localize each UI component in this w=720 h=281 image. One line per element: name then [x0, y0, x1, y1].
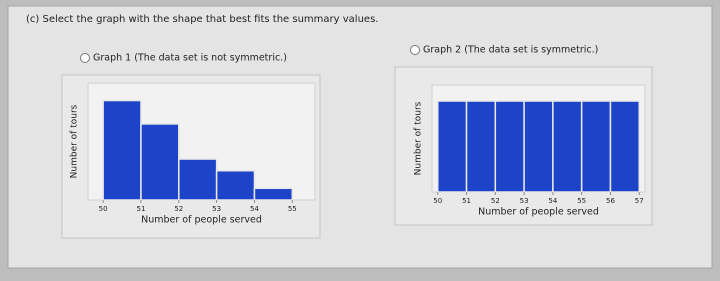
- bar: [178, 158, 218, 201]
- bar: [437, 100, 468, 193]
- bar: [253, 187, 294, 201]
- bar: [523, 100, 554, 193]
- x-tick-label: 57: [635, 197, 644, 205]
- bar: [140, 123, 180, 201]
- x-axis-label: Number of people served: [141, 215, 262, 226]
- x-tick-label: 51: [137, 205, 146, 213]
- chart-title[interactable]: Graph 1 (The data set is not symmetric.): [93, 53, 287, 64]
- bar: [465, 100, 497, 193]
- x-tick-label: 56: [606, 197, 615, 205]
- x-tick-label: 52: [174, 205, 183, 213]
- bar: [102, 99, 142, 201]
- x-tick-label: 50: [99, 205, 108, 213]
- question: (c) Select the graph with the shape that…: [26, 14, 378, 25]
- bar: [609, 100, 640, 193]
- x-tick-label: 50: [433, 197, 442, 205]
- x-tick-label: 52: [491, 197, 500, 205]
- x-tick-label: 51: [462, 197, 471, 205]
- chart-title[interactable]: Graph 2 (The data set is symmetric.): [423, 45, 598, 56]
- radio-button[interactable]: [410, 45, 420, 55]
- x-tick-label: 55: [288, 205, 297, 213]
- bar: [580, 100, 612, 193]
- bar: [552, 100, 583, 193]
- x-tick-label: 54: [250, 205, 259, 213]
- x-tick-label: 55: [577, 197, 586, 205]
- x-tick-label: 54: [548, 197, 557, 205]
- y-axis-label: Number of tours: [414, 101, 424, 175]
- bar: [494, 100, 525, 193]
- y-axis-label: Number of tours: [70, 104, 80, 178]
- radio-button[interactable]: [80, 53, 90, 63]
- bar: [215, 170, 256, 201]
- x-axis-label: Number of people served: [478, 207, 599, 218]
- x-tick-label: 53: [520, 197, 529, 205]
- x-tick-label: 53: [212, 205, 221, 213]
